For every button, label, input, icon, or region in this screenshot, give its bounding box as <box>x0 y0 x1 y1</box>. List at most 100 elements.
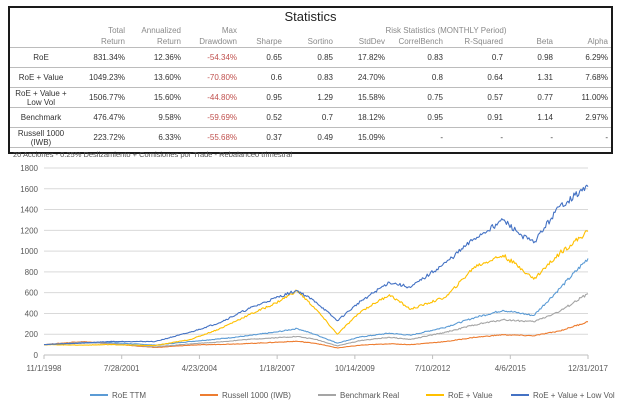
header-label: Alpha <box>587 37 608 46</box>
x-tick-label: 4/6/2015 <box>495 364 527 373</box>
stat-cell: 0.52 <box>240 107 285 128</box>
stat-cell: - <box>446 127 506 147</box>
y-tick-label: 1400 <box>20 206 38 215</box>
stat-cell: 0.83 <box>388 47 446 68</box>
x-tick-label: 10/14/2009 <box>335 364 376 373</box>
y-tick-label: 0 <box>34 351 39 360</box>
y-tick-label: 1000 <box>20 247 38 256</box>
stat-cell: 12.36% <box>128 47 184 68</box>
stat-cell: 6.33% <box>128 127 184 147</box>
stat-cell: -55.68% <box>184 127 240 147</box>
x-tick-label: 4/23/2004 <box>182 364 218 373</box>
y-tick-label: 800 <box>25 268 39 277</box>
stat-cell: 0.49 <box>285 127 336 147</box>
stat-cell: 223.72% <box>72 127 128 147</box>
header-label <box>285 25 336 36</box>
stat-cell: 0.37 <box>240 127 285 147</box>
x-tick-label: 11/1/1998 <box>27 364 63 373</box>
stat-cell: -70.80% <box>184 67 240 88</box>
stat-cell: 0.64 <box>446 67 506 88</box>
stat-cell: 0.95 <box>388 107 446 128</box>
stat-cell: 17.82% <box>336 47 388 68</box>
row-label: RoE <box>10 47 72 68</box>
stat-cell: 0.7 <box>285 107 336 128</box>
stat-cell: 1506.77% <box>72 87 128 108</box>
header-label <box>240 25 285 36</box>
series-line <box>43 184 589 346</box>
row-label: RoE + Value + Low Vol <box>10 87 72 108</box>
y-tick-label: 200 <box>25 330 39 339</box>
stat-cell: 0.85 <box>285 47 336 68</box>
legend-label: RoE TTM <box>112 391 146 400</box>
stat-cell: 11.00% <box>556 87 611 108</box>
legend-label: RoE + Value + Low Vol <box>533 391 615 400</box>
stat-cell: 1049.23% <box>72 67 128 88</box>
stat-cell: - <box>388 127 446 147</box>
stat-cell: 0.8 <box>388 67 446 88</box>
stat-cell: 0.91 <box>446 107 506 128</box>
header-label: Sharpe <box>256 37 282 46</box>
stat-cell: 0.6 <box>240 67 285 88</box>
header-label: Return <box>156 37 181 46</box>
legend-label: Russell 1000 (IWB) <box>222 391 291 400</box>
stat-cell: 15.58% <box>336 87 388 108</box>
x-tick-label: 1/18/2007 <box>259 364 295 373</box>
header-label: CorrelBench <box>398 37 443 46</box>
stat-cell: 0.83 <box>285 67 336 88</box>
row-label: Benchmark <box>10 107 72 128</box>
stat-cell: 15.60% <box>128 87 184 108</box>
stat-cell: - <box>556 127 611 147</box>
statistics-footer-note: 20 Acciones - 0.25% Deslizamiento + Comi… <box>10 147 611 161</box>
series-line <box>44 258 589 346</box>
statistics-row: RoE + Value + Low Vol 1506.77% 15.60% -44.8… <box>10 87 611 108</box>
stat-cell: 0.7 <box>446 47 506 68</box>
stat-cell: - <box>506 127 556 147</box>
header-label: Beta <box>536 37 553 46</box>
stat-cell: 9.58% <box>128 107 184 128</box>
stat-cell: 2.97% <box>556 107 611 128</box>
header-label: Total <box>108 26 125 35</box>
statistics-panel: Statistics Total Annualized Max Risk Sta… <box>8 6 613 159</box>
series-line <box>43 293 589 348</box>
header-label: Max <box>221 26 237 35</box>
stat-cell: 18.12% <box>336 107 388 128</box>
y-tick-label: 400 <box>25 309 39 318</box>
statistics-row: RoE + Value 1049.23% 13.60% -70.80% 0.6 0.83 2… <box>10 67 611 88</box>
x-tick-label: 12/31/2017 <box>568 364 609 373</box>
statistics-table-body: RoE 831.34% 12.36% -54.34% 0.65 0.85 17.82% 0.8… <box>10 47 611 147</box>
statistics-row: Russell 1000 (IWB) 223.72% 6.33% -55.68% 0.3… <box>10 127 611 147</box>
header-label <box>10 36 72 48</box>
header-label <box>10 25 72 36</box>
stat-cell: 0.65 <box>240 47 285 68</box>
stat-cell: 24.70% <box>336 67 388 88</box>
stat-cell: 7.68% <box>556 67 611 88</box>
risk-group-label: Risk Statistics (MONTHLY Period) <box>385 26 507 35</box>
stat-cell: 15.09% <box>336 127 388 147</box>
stat-cell: 0.57 <box>446 87 506 108</box>
series-line <box>43 230 589 347</box>
row-label: RoE + Value <box>10 67 72 88</box>
chart-axes: 0 200 400 600 800 1000 1200 1400 1600 1800 11/1/19… <box>20 164 608 373</box>
header-label <box>556 25 611 36</box>
header-label: Sortino <box>307 37 333 46</box>
row-label: Russell 1000 (IWB) <box>10 127 72 147</box>
stat-cell: 6.29% <box>556 47 611 68</box>
header-label: Return <box>100 37 125 46</box>
legend-label: RoE + Value <box>448 391 493 400</box>
stat-cell: 1.14 <box>506 107 556 128</box>
header-label: Drawdown <box>199 37 237 46</box>
chart-series <box>43 184 589 349</box>
x-tick-label: 7/28/2001 <box>104 364 140 373</box>
stat-cell: -54.34% <box>184 47 240 68</box>
stat-cell: 476.47% <box>72 107 128 128</box>
stat-cell: 1.31 <box>506 67 556 88</box>
statistics-row: RoE 831.34% 12.36% -54.34% 0.65 0.85 17.82% 0.8… <box>10 47 611 68</box>
stat-cell: 1.29 <box>285 87 336 108</box>
statistics-title: Statistics <box>284 9 337 24</box>
x-tick-label: 7/10/2012 <box>415 364 451 373</box>
chart-legend: RoE TTM Russell 1000 (IWB) Benchmark Real R… <box>90 391 615 400</box>
stat-cell: 0.95 <box>240 87 285 108</box>
y-tick-label: 1200 <box>20 226 38 235</box>
legend-label: Benchmark Real <box>340 391 399 400</box>
stat-cell: -59.69% <box>184 107 240 128</box>
